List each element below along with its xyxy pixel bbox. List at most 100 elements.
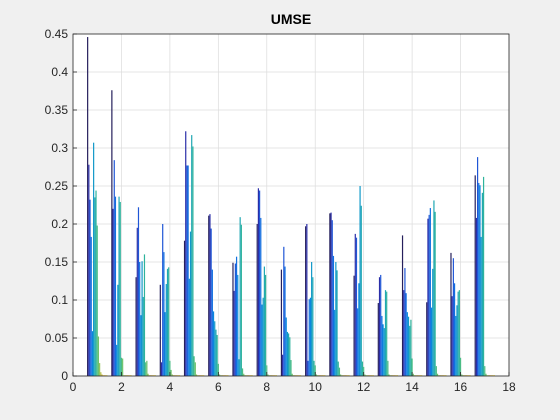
bar [162,224,164,376]
plot-area [73,34,509,376]
bar [405,293,407,376]
bar [264,274,267,376]
bar [336,270,338,376]
bar [260,217,262,376]
bar-group-7 [232,217,253,376]
bar [282,354,284,376]
grid-lines [72,33,510,377]
y-tick-label: 0.2 [51,217,68,231]
bar [113,160,115,376]
bar [335,262,337,376]
plot-frame [72,33,510,377]
bar [89,199,91,376]
bar [480,236,482,376]
bar [429,208,431,376]
bar [147,373,149,376]
bar [100,372,102,376]
bar [314,365,316,376]
bar [146,360,148,376]
bar [238,359,240,376]
bar [474,175,476,376]
bar [163,252,165,376]
bar-group-2 [111,90,132,377]
bar [186,165,188,376]
bar [382,324,384,376]
bar-group-17 [474,157,495,376]
bar [358,283,360,376]
bar [208,215,210,376]
y-tick-label: 0.05 [45,331,69,345]
bar [482,176,485,376]
bar [233,290,235,376]
bar [188,278,190,376]
bar [171,374,173,376]
bar [216,334,218,376]
bar [185,131,187,376]
bar [140,315,142,376]
bar [315,374,318,376]
y-tick-label: 0 [61,369,68,383]
bar [459,357,462,376]
bar [305,226,307,376]
bar [267,374,269,376]
bar [87,37,89,376]
bar [432,268,434,376]
bar [239,217,241,376]
x-tick-label: 6 [215,380,222,394]
bar-group-10 [305,224,326,376]
bar [237,274,239,376]
bar [118,196,120,376]
x-axis-ticks: 0 2 4 6 8 10 12 14 16 18 [70,372,516,394]
bar [384,290,387,376]
bar [143,254,146,376]
bar [403,290,405,376]
bar [307,360,309,376]
bar [164,312,166,376]
bar [481,192,483,376]
bar [435,366,437,376]
bar [337,361,339,376]
bar-group-1 [87,37,108,376]
bar [289,337,291,376]
bar-series [87,37,495,377]
bar [410,319,412,376]
bar [288,333,290,376]
bar [452,258,454,376]
bar [436,373,439,376]
bar [258,190,261,376]
bar [183,240,186,376]
bar [145,362,147,376]
bar [291,373,293,376]
bar [256,224,258,376]
x-tick-label: 8 [263,380,270,394]
bar [166,268,169,376]
bar [194,362,196,376]
bar [214,321,216,376]
bar [136,227,138,376]
bar [383,328,385,376]
bar [453,283,456,376]
bar [338,367,341,376]
bar [142,296,144,376]
bar [387,360,389,376]
bar [359,186,361,376]
bar [141,261,143,376]
bar [484,366,486,376]
bar [330,212,332,376]
bar [91,331,94,376]
bar [455,315,457,376]
bar [461,374,463,376]
x-tick-label: 12 [357,380,371,394]
bar-group-16 [450,252,471,376]
bar [450,252,452,376]
bar [428,214,430,376]
bar [290,360,292,376]
bar [409,325,411,376]
bar [88,164,90,376]
bar [159,284,161,376]
bar [380,274,382,376]
x-tick-label: 14 [405,380,419,394]
bar [427,218,429,376]
bar-group-15 [426,200,447,376]
